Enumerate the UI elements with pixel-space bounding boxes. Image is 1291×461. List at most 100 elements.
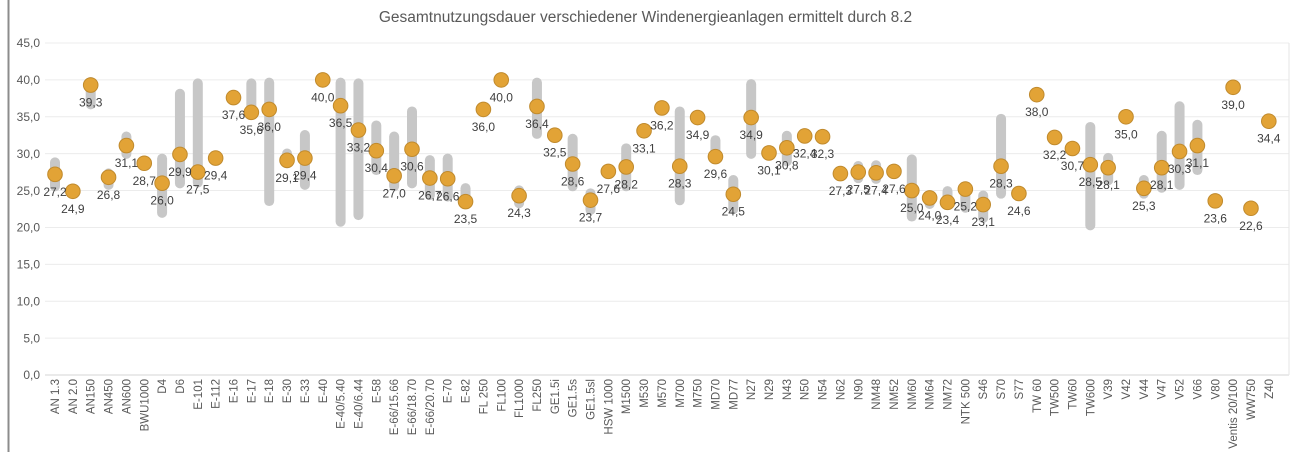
- data-point[interactable]: [136, 155, 153, 172]
- x-axis-tick-label: TW600: [1085, 379, 1097, 416]
- data-point[interactable]: [1064, 140, 1081, 157]
- x-axis-tick-label: N50: [800, 379, 812, 400]
- data-point[interactable]: [761, 145, 777, 161]
- data-point[interactable]: [190, 164, 206, 180]
- data-point[interactable]: [725, 186, 742, 203]
- data-point[interactable]: [743, 109, 759, 126]
- data-point[interactable]: [1046, 129, 1063, 146]
- data-label: 35,0: [1114, 127, 1138, 141]
- data-label: 25,0: [900, 201, 924, 215]
- data-point[interactable]: [564, 156, 581, 172]
- data-point[interactable]: [1261, 113, 1277, 130]
- x-axis-tick-label: E-82: [461, 379, 473, 403]
- data-point[interactable]: [868, 165, 884, 181]
- data-point[interactable]: [814, 128, 831, 145]
- data-point[interactable]: [243, 104, 260, 121]
- data-label: 23,5: [454, 212, 478, 226]
- x-axis-tick-label: FL100: [496, 379, 508, 412]
- data-point[interactable]: [850, 164, 867, 180]
- data-point[interactable]: [1028, 86, 1045, 103]
- data-label: 22,6: [1239, 219, 1263, 233]
- x-axis-tick-label: V47: [1157, 379, 1169, 399]
- data-point[interactable]: [457, 193, 474, 210]
- data-point[interactable]: [707, 148, 724, 165]
- data-point[interactable]: [314, 72, 331, 88]
- x-axis-tick-label: E-66/15.66: [389, 379, 401, 435]
- data-point[interactable]: [82, 77, 99, 93]
- data-point[interactable]: [1171, 143, 1188, 160]
- data-label: 27,6: [882, 182, 906, 196]
- data-point[interactable]: [493, 72, 510, 88]
- data-point[interactable]: [475, 101, 492, 118]
- data-point[interactable]: [1082, 156, 1099, 173]
- data-point[interactable]: [511, 187, 527, 204]
- x-axis-tick-label: N90: [853, 379, 865, 400]
- data-point[interactable]: [975, 196, 992, 213]
- x-axis-tick-label: HSW 1000: [603, 379, 615, 435]
- data-label: 37,6: [222, 108, 246, 122]
- x-axis-tick-label: M530: [639, 379, 651, 408]
- range-bar: [335, 77, 346, 227]
- data-point[interactable]: [225, 89, 242, 106]
- data-point[interactable]: [1011, 185, 1027, 202]
- data-point[interactable]: [886, 163, 902, 180]
- data-point[interactable]: [386, 168, 402, 184]
- data-point[interactable]: [1153, 159, 1170, 176]
- data-point[interactable]: [1207, 193, 1224, 209]
- data-point[interactable]: [957, 181, 974, 197]
- data-point[interactable]: [118, 137, 135, 154]
- data-label: 28,7: [133, 174, 157, 188]
- data-label: 30,1: [757, 163, 781, 177]
- data-point[interactable]: [796, 128, 813, 144]
- data-point[interactable]: [261, 101, 278, 118]
- data-point[interactable]: [439, 170, 456, 187]
- data-point[interactable]: [904, 182, 920, 199]
- data-point[interactable]: [1225, 79, 1241, 96]
- data-point[interactable]: [207, 150, 224, 166]
- data-label: 35,6: [240, 123, 264, 137]
- data-label: 28,6: [561, 174, 585, 188]
- data-point[interactable]: [921, 190, 938, 206]
- data-point[interactable]: [332, 97, 349, 114]
- data-point[interactable]: [618, 159, 635, 175]
- data-point[interactable]: [100, 169, 117, 186]
- data-point[interactable]: [47, 166, 63, 183]
- data-point[interactable]: [368, 142, 385, 159]
- data-point[interactable]: [172, 146, 188, 163]
- data-point[interactable]: [1100, 159, 1116, 176]
- x-axis-tick-label: E-58: [371, 379, 383, 403]
- data-point[interactable]: [547, 127, 563, 144]
- y-axis-tick-label: 20,0: [17, 221, 41, 235]
- data-point[interactable]: [654, 100, 670, 116]
- data-point[interactable]: [154, 175, 170, 191]
- x-axis-tick-label: AN450: [104, 379, 116, 414]
- x-axis-tick-label: V66: [1192, 379, 1204, 399]
- data-label: 32,3: [811, 147, 835, 161]
- data-point[interactable]: [1243, 200, 1259, 217]
- data-point[interactable]: [600, 163, 617, 180]
- data-point[interactable]: [671, 158, 688, 175]
- data-point[interactable]: [582, 192, 599, 208]
- data-point[interactable]: [689, 109, 706, 126]
- data-point[interactable]: [636, 122, 652, 139]
- data-point[interactable]: [279, 152, 295, 169]
- data-point[interactable]: [422, 170, 438, 186]
- x-axis-tick-label: N54: [818, 378, 830, 400]
- data-point[interactable]: [939, 194, 956, 211]
- data-point[interactable]: [1118, 108, 1134, 125]
- y-axis-tick-label: 10,0: [17, 294, 41, 308]
- range-bar: [674, 106, 685, 206]
- data-point[interactable]: [1136, 180, 1152, 197]
- data-label: 34,9: [686, 128, 710, 142]
- data-point[interactable]: [779, 139, 795, 156]
- data-point[interactable]: [297, 150, 313, 166]
- data-point[interactable]: [350, 122, 367, 138]
- x-axis-tick-label: V44: [1139, 378, 1151, 399]
- data-point[interactable]: [993, 158, 1009, 175]
- data-point[interactable]: [529, 98, 545, 115]
- data-point[interactable]: [404, 141, 420, 158]
- data-point[interactable]: [65, 183, 81, 200]
- data-point[interactable]: [832, 165, 849, 182]
- data-label: 26,7: [418, 189, 442, 203]
- data-point[interactable]: [1189, 137, 1206, 154]
